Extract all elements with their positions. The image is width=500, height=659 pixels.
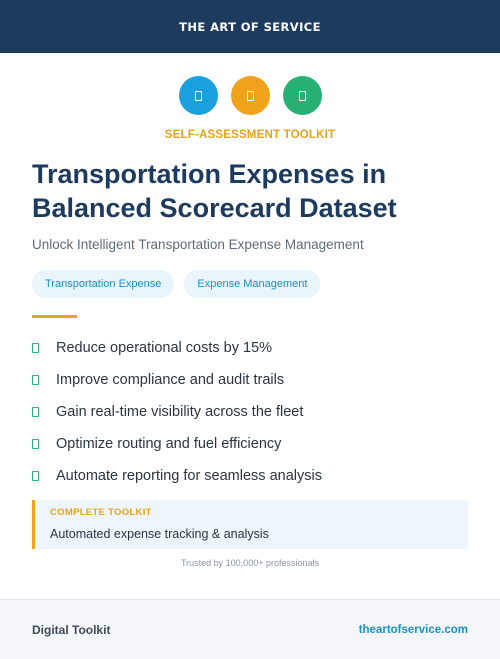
header-bar: THE ART OF SERVICE <box>0 0 500 53</box>
trusted-note: Trusted by 100,000+ professionals <box>180 558 319 568</box>
brand-name: THE ART OF SERVICE <box>179 19 321 34</box>
benefit-item: Automate reporting for seamless analysis <box>32 460 322 492</box>
accent-divider <box>32 315 77 318</box>
check-icon <box>32 375 39 385</box>
benefit-list: Reduce operational costs by 15% Improve … <box>32 332 322 492</box>
eyebrow-label: SELF-ASSESSMENT TOOLKIT <box>164 129 336 141</box>
website-link[interactable]: theartofservice.com <box>358 623 468 636</box>
callout-text: Automated expense tracking & analysis <box>50 527 269 541</box>
document-icon <box>298 90 306 101</box>
check-icon <box>32 343 39 353</box>
benefit-item: Gain real-time visibility across the fle… <box>32 396 322 428</box>
benefit-text: Improve compliance and audit trails <box>56 372 285 388</box>
tag-expense-management[interactable]: Expense Management <box>184 270 321 298</box>
orange-icon <box>230 76 270 115</box>
check-icon <box>32 439 39 449</box>
benefit-text: Reduce operational costs by 15% <box>56 340 273 356</box>
benefit-text: Optimize routing and fuel efficiency <box>56 436 282 452</box>
footer-bar: Digital Toolkit theartofservice.com <box>0 599 500 659</box>
benefit-item: Reduce operational costs by 15% <box>32 332 322 364</box>
document-icon <box>246 90 254 101</box>
document-icon <box>194 90 202 101</box>
page-subtitle: Unlock Intelligent Transportation Expens… <box>32 237 364 252</box>
blue-icon <box>178 76 218 115</box>
check-icon <box>32 471 39 481</box>
tag-list: Transportation Expense Expense Managemen… <box>32 270 321 298</box>
benefit-text: Automate reporting for seamless analysis <box>56 468 322 484</box>
page-title: Transportation Expenses in Balanced Scor… <box>32 159 397 223</box>
footer-label: Digital Toolkit <box>32 622 111 637</box>
check-icon <box>32 407 39 417</box>
tag-transportation-expense[interactable]: Transportation Expense <box>32 270 175 298</box>
toolkit-callout: COMPLETE TOOLKIT Automated expense track… <box>32 500 468 549</box>
benefit-item: Optimize routing and fuel efficiency <box>32 428 322 460</box>
callout-label: COMPLETE TOOLKIT <box>50 507 152 518</box>
benefit-item: Improve compliance and audit trails <box>32 364 322 396</box>
green-icon <box>282 76 322 115</box>
icon-row <box>0 76 500 115</box>
benefit-text: Gain real-time visibility across the fle… <box>56 404 304 420</box>
